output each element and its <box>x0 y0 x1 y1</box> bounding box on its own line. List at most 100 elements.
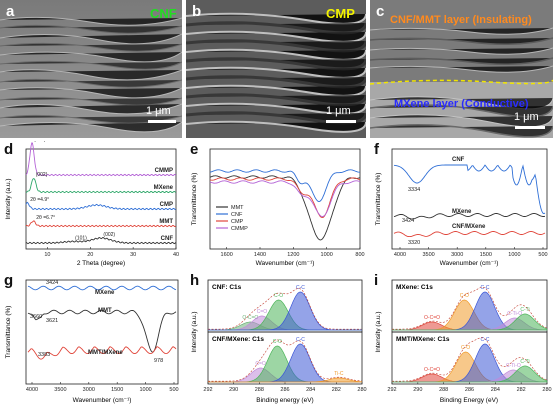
chart-g-tick-label: 3000 <box>83 387 95 393</box>
chart-g-lines <box>27 285 177 360</box>
chart-e-series-cmp <box>209 177 361 219</box>
chart-i: i Intensity (a.u.) Binding Energy (eV) M… <box>372 272 553 407</box>
chart-d-series-cnf <box>25 236 177 245</box>
chart-g-labels: MXene MMT MMT/MXene 3424 3660 3621 978 3383 <box>30 280 163 364</box>
chart-i-peak-label: O-C=O <box>424 367 440 373</box>
chart-i-xticks: 292 290 288 286 284 282 280 <box>387 382 552 393</box>
chart-h-envelope <box>208 339 362 382</box>
chart-g-series-mxene <box>27 285 177 291</box>
chart-h-subtitle-bottom: CNF/MXene: C1s <box>212 336 264 343</box>
chart-i-peak-label: C-Ti <box>520 307 529 313</box>
panel-letter-h: h <box>190 272 200 289</box>
chart-e-lines <box>209 169 361 241</box>
chart-f-ylabel: Transmittance (%) <box>375 173 382 226</box>
chart-f-xlabel: Wavenumber (cm⁻¹) <box>440 260 499 267</box>
chart-d-series-mmt <box>25 220 177 228</box>
chart-h-tick-label: 282 <box>332 387 341 393</box>
chart-h-peak-label: C-C <box>296 337 305 343</box>
chart-g-legend-mmt: MMT <box>98 308 112 314</box>
chart-d-peak-label: (002) <box>36 172 48 178</box>
chart-i-peak-label: C-Ti <box>520 359 529 365</box>
chart-i-envelope <box>392 337 547 382</box>
chart-i-peak-label: C-Ti-O <box>507 311 522 317</box>
chart-g-annotation: 3621 <box>46 318 58 324</box>
chart-d: d Intensity (a.u.) 2 Theta (degree) 10 20… <box>0 141 184 269</box>
chart-g-ylabel: Transmittance (%) <box>5 306 12 359</box>
chart-d-peak-label: (002) <box>34 141 46 143</box>
chart-i-tick-label: 280 <box>542 387 551 393</box>
chart-g-xticks: 4000 3500 3000 1500 1000 500 <box>26 382 179 393</box>
chart-h: h Intensity (a.u.) Binding energy (eV) C… <box>188 272 368 407</box>
chart-i-peaks: O-C=OC-OC-CC-Ti-OC-TiO-C=OC-OC-CC-Ti-OC-… <box>392 285 548 383</box>
chart-d-labels: CMMP (002) MXene (002) CMP 2θ =4.9° MMT 2θ =6.7… <box>30 141 173 242</box>
chart-h-peak-label: Ti-C <box>334 371 344 377</box>
sem-title-b: CMP <box>326 6 355 21</box>
chart-e-tick-label: 1000 <box>321 252 333 258</box>
chart-i-tick-label: 286 <box>465 387 474 393</box>
chart-d-peak-label: (002) <box>103 232 115 238</box>
chart-h-subtitle-top: CNF: C1s <box>212 284 242 291</box>
chart-i-peak-c-ti <box>392 313 548 331</box>
chart-h-tick-label: 288 <box>255 387 264 393</box>
sem-title-c: CNF/MMT layer (Insulating) <box>390 14 532 26</box>
chart-d-peak-label: (101) <box>75 236 87 242</box>
chart-h-svg: Intensity (a.u.) Binding energy (eV) CNF… <box>191 279 367 404</box>
sem-title-a: CNF <box>150 6 177 21</box>
chart-h-ylabel: Intensity (a.u.) <box>191 311 198 352</box>
chart-d-xticks: 10 20 30 40 <box>44 247 179 258</box>
chart-g-annotation: 3660 <box>30 314 42 320</box>
chart-f-tick-label: 500 <box>538 252 547 258</box>
chart-g-legend-mmt-mxene: MMT/MXene <box>88 350 123 356</box>
scale-bar-a <box>148 120 176 123</box>
chart-d-series-mxene <box>25 178 177 194</box>
chart-h-peak-label: C=O <box>257 309 268 315</box>
chart-h-tick-label: 286 <box>280 387 289 393</box>
panel-letter-d: d <box>4 141 14 158</box>
chart-d-xlabel: 2 Theta (degree) <box>77 260 125 267</box>
chart-e-ylabel: Transmittance (%) <box>191 173 198 226</box>
sem-panel-c: c CNF/MMT layer (Insulating) MXene layer… <box>370 0 553 138</box>
chart-i-envelope <box>392 286 547 330</box>
chart-g-tick-label: 4000 <box>26 387 38 393</box>
sem-panel-a: a CNF 1 μm <box>0 0 182 138</box>
chart-i-xlabel: Binding Energy (eV) <box>440 397 498 404</box>
chart-d-legend-mxene: MXene <box>154 185 174 191</box>
chart-f-legend-cnf-mxene: CNF/MXene <box>452 224 486 230</box>
panel-letter-f: f <box>374 141 379 158</box>
scale-bar-c <box>515 126 545 129</box>
panel-letter-g: g <box>4 272 14 289</box>
chart-f-legend-cnf: CNF <box>452 157 465 163</box>
chart-h-peak-c-c <box>208 291 362 331</box>
chart-d-legend-cmmp: CMMP <box>155 168 173 174</box>
chart-f: f Transmittance (%) Wavenumber (cm⁻¹) 40… <box>372 141 553 269</box>
chart-e-xlabel: Wavenumber (cm⁻¹) <box>256 260 315 267</box>
chart-f-legend-mxene: MXene <box>452 209 472 215</box>
chart-h-peak-label: O-C=O <box>242 315 258 321</box>
chart-e-frame <box>209 148 361 250</box>
chart-h-tick-label: 290 <box>229 387 238 393</box>
chart-i-tick-label: 284 <box>491 387 500 393</box>
chart-f-tick-label: 3500 <box>422 252 434 258</box>
chart-d-frame <box>25 148 177 250</box>
chart-i-peak-label: C-O <box>460 293 469 299</box>
chart-f-series-mxene <box>393 213 546 220</box>
panel-letter-c: c <box>376 3 385 20</box>
chart-d-tick-label: 40 <box>173 252 179 258</box>
chart-f-series-cnf-mxene <box>393 231 546 238</box>
chart-i-subtitle-top: MXene: C1s <box>396 284 433 291</box>
panel-letter-a: a <box>6 3 15 20</box>
chart-f-tick-label: 1500 <box>480 252 492 258</box>
chart-h-xlabel: Binding energy (eV) <box>256 397 313 404</box>
chart-e-series-cmmp <box>209 180 361 217</box>
chart-e-legend-cmp: CMP <box>231 219 244 225</box>
chart-f-tick-label: 3000 <box>451 252 463 258</box>
panel-letter-b: b <box>192 3 202 20</box>
chart-f-annotation: 3334 <box>408 187 420 193</box>
chart-d-series-cmp <box>25 201 176 211</box>
chart-f-tick-label: 4000 <box>394 252 406 258</box>
chart-d-series-cmmp <box>25 142 177 177</box>
chart-g-xlabel: Wavenumber (cm⁻¹) <box>73 397 132 404</box>
layer-boundary-line <box>370 79 553 85</box>
chart-h-peak-label: C-O <box>274 293 283 299</box>
